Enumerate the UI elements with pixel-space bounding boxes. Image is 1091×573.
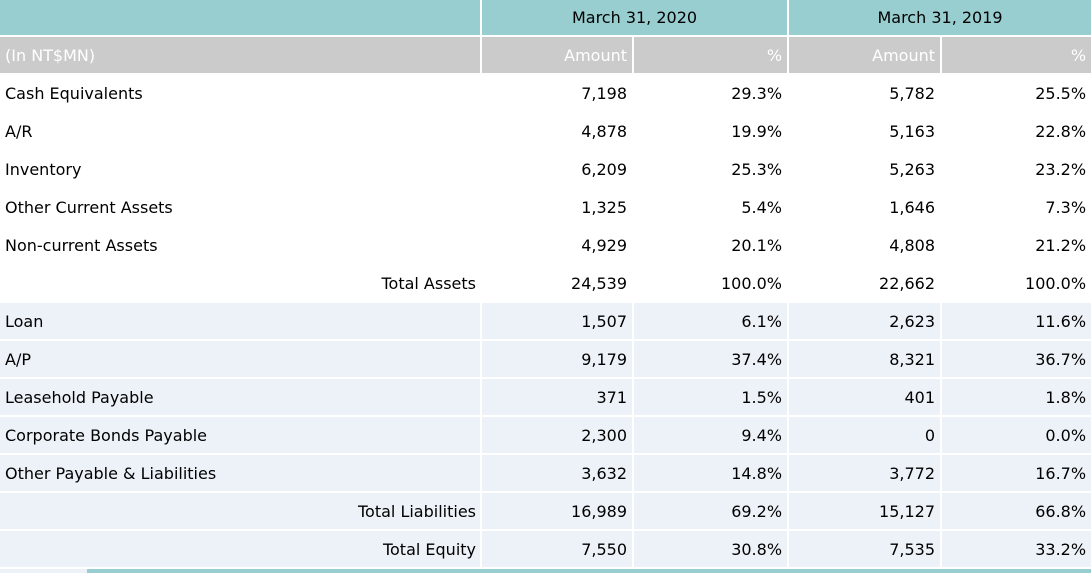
percent-cell-2020: 5.4% xyxy=(632,189,788,227)
amount-cell-2019: 5,163 xyxy=(787,113,941,151)
amount-cell-2019: 5,263 xyxy=(787,151,941,189)
amount-cell-2020: 4,878 xyxy=(480,113,632,151)
amount-cell-2020: 16,989 xyxy=(480,493,632,531)
amount-cell-2019: 15,127 xyxy=(787,493,941,531)
row-label: Total Equity xyxy=(0,531,480,569)
amount-cell-2020: 1,325 xyxy=(480,189,632,227)
row-label: Other Payable & Liabilities xyxy=(0,455,480,493)
amount-header-2019: Amount xyxy=(787,37,941,75)
percent-cell-2020: 6.1% xyxy=(632,303,788,341)
amount-header-2020: Amount xyxy=(480,37,632,75)
row-label: Loan xyxy=(0,303,480,341)
percent-cell-2019: 33.2% xyxy=(940,531,1091,569)
table-row: Corporate Bonds Payable 2,300 9.4% 0 0.0… xyxy=(0,417,1091,455)
table-row: Total Liabilities 16,989 69.2% 15,127 66… xyxy=(0,493,1091,531)
amount-cell-2020: 9,179 xyxy=(480,341,632,379)
percent-cell-2019: 16.7% xyxy=(940,455,1091,493)
percent-cell-2019: 100.0% xyxy=(940,265,1091,303)
amount-cell-2020: 7,198 xyxy=(480,75,632,113)
sub-header-row: (In NT$MN) Amount % Amount % xyxy=(0,37,1091,75)
row-label: Inventory xyxy=(0,151,480,189)
amount-cell-2020: 1,507 xyxy=(480,303,632,341)
table-row: Loan 1,507 6.1% 2,623 11.6% xyxy=(0,303,1091,341)
table-row: Total Assets 24,539 100.0% 22,662 100.0% xyxy=(0,265,1091,303)
table-body: Cash Equivalents 7,198 29.3% 5,782 25.5%… xyxy=(0,75,1091,569)
percent-header-2019: % xyxy=(940,37,1091,75)
unit-label: (In NT$MN) xyxy=(0,37,480,75)
row-label: A/P xyxy=(0,341,480,379)
amount-cell-2019: 401 xyxy=(787,379,941,417)
percent-cell-2019: 1.8% xyxy=(940,379,1091,417)
row-label: Non-current Assets xyxy=(0,227,480,265)
amount-cell-2019: 3,772 xyxy=(787,455,941,493)
period-header-2020: March 31, 2020 xyxy=(480,0,788,37)
next-row-partial-left xyxy=(0,569,87,573)
next-row-partial-strip xyxy=(0,569,1091,573)
percent-cell-2019: 11.6% xyxy=(940,303,1091,341)
table-row: Non-current Assets 4,929 20.1% 4,808 21.… xyxy=(0,227,1091,265)
row-label: A/R xyxy=(0,113,480,151)
amount-cell-2020: 371 xyxy=(480,379,632,417)
row-label: Leasehold Payable xyxy=(0,379,480,417)
amount-cell-2019: 8,321 xyxy=(787,341,941,379)
amount-cell-2019: 1,646 xyxy=(787,189,941,227)
next-row-partial-teal xyxy=(87,569,1091,573)
amount-cell-2020: 2,300 xyxy=(480,417,632,455)
amount-cell-2020: 4,929 xyxy=(480,227,632,265)
percent-cell-2019: 21.2% xyxy=(940,227,1091,265)
percent-cell-2019: 23.2% xyxy=(940,151,1091,189)
header-corner-cell xyxy=(0,0,480,37)
percent-cell-2019: 36.7% xyxy=(940,341,1091,379)
amount-cell-2020: 3,632 xyxy=(480,455,632,493)
percent-cell-2020: 20.1% xyxy=(632,227,788,265)
amount-cell-2019: 7,535 xyxy=(787,531,941,569)
row-label: Other Current Assets xyxy=(0,189,480,227)
percent-cell-2020: 69.2% xyxy=(632,493,788,531)
percent-cell-2019: 7.3% xyxy=(940,189,1091,227)
table-row: A/R 4,878 19.9% 5,163 22.8% xyxy=(0,113,1091,151)
percent-cell-2020: 1.5% xyxy=(632,379,788,417)
table-row: Leasehold Payable 371 1.5% 401 1.8% xyxy=(0,379,1091,417)
row-label: Cash Equivalents xyxy=(0,75,480,113)
row-label: Total Assets xyxy=(0,265,480,303)
amount-cell-2020: 6,209 xyxy=(480,151,632,189)
percent-cell-2020: 25.3% xyxy=(632,151,788,189)
percent-cell-2020: 30.8% xyxy=(632,531,788,569)
table-row: Inventory 6,209 25.3% 5,263 23.2% xyxy=(0,151,1091,189)
amount-cell-2020: 7,550 xyxy=(480,531,632,569)
percent-cell-2019: 66.8% xyxy=(940,493,1091,531)
row-label: Corporate Bonds Payable xyxy=(0,417,480,455)
amount-cell-2019: 4,808 xyxy=(787,227,941,265)
amount-cell-2019: 0 xyxy=(787,417,941,455)
amount-cell-2020: 24,539 xyxy=(480,265,632,303)
period-header-row: March 31, 2020 March 31, 2019 xyxy=(0,0,1091,37)
table-row: Other Payable & Liabilities 3,632 14.8% … xyxy=(0,455,1091,493)
percent-cell-2019: 22.8% xyxy=(940,113,1091,151)
table-row: Total Equity 7,550 30.8% 7,535 33.2% xyxy=(0,531,1091,569)
amount-cell-2019: 2,623 xyxy=(787,303,941,341)
percent-cell-2020: 37.4% xyxy=(632,341,788,379)
percent-cell-2020: 100.0% xyxy=(632,265,788,303)
table-row: Cash Equivalents 7,198 29.3% 5,782 25.5% xyxy=(0,75,1091,113)
percent-cell-2020: 29.3% xyxy=(632,75,788,113)
table-row: A/P 9,179 37.4% 8,321 36.7% xyxy=(0,341,1091,379)
percent-cell-2020: 19.9% xyxy=(632,113,788,151)
row-label: Total Liabilities xyxy=(0,493,480,531)
amount-cell-2019: 5,782 xyxy=(787,75,941,113)
table-row: Other Current Assets 1,325 5.4% 1,646 7.… xyxy=(0,189,1091,227)
percent-cell-2020: 9.4% xyxy=(632,417,788,455)
percent-cell-2020: 14.8% xyxy=(632,455,788,493)
amount-cell-2019: 22,662 xyxy=(787,265,941,303)
period-header-2019: March 31, 2019 xyxy=(787,0,1091,37)
percent-header-2020: % xyxy=(632,37,788,75)
percent-cell-2019: 25.5% xyxy=(940,75,1091,113)
percent-cell-2019: 0.0% xyxy=(940,417,1091,455)
